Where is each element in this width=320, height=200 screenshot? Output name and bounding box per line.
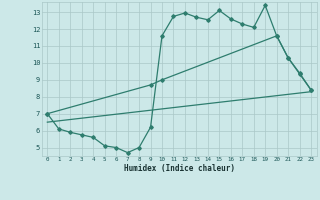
X-axis label: Humidex (Indice chaleur): Humidex (Indice chaleur) xyxy=(124,164,235,173)
